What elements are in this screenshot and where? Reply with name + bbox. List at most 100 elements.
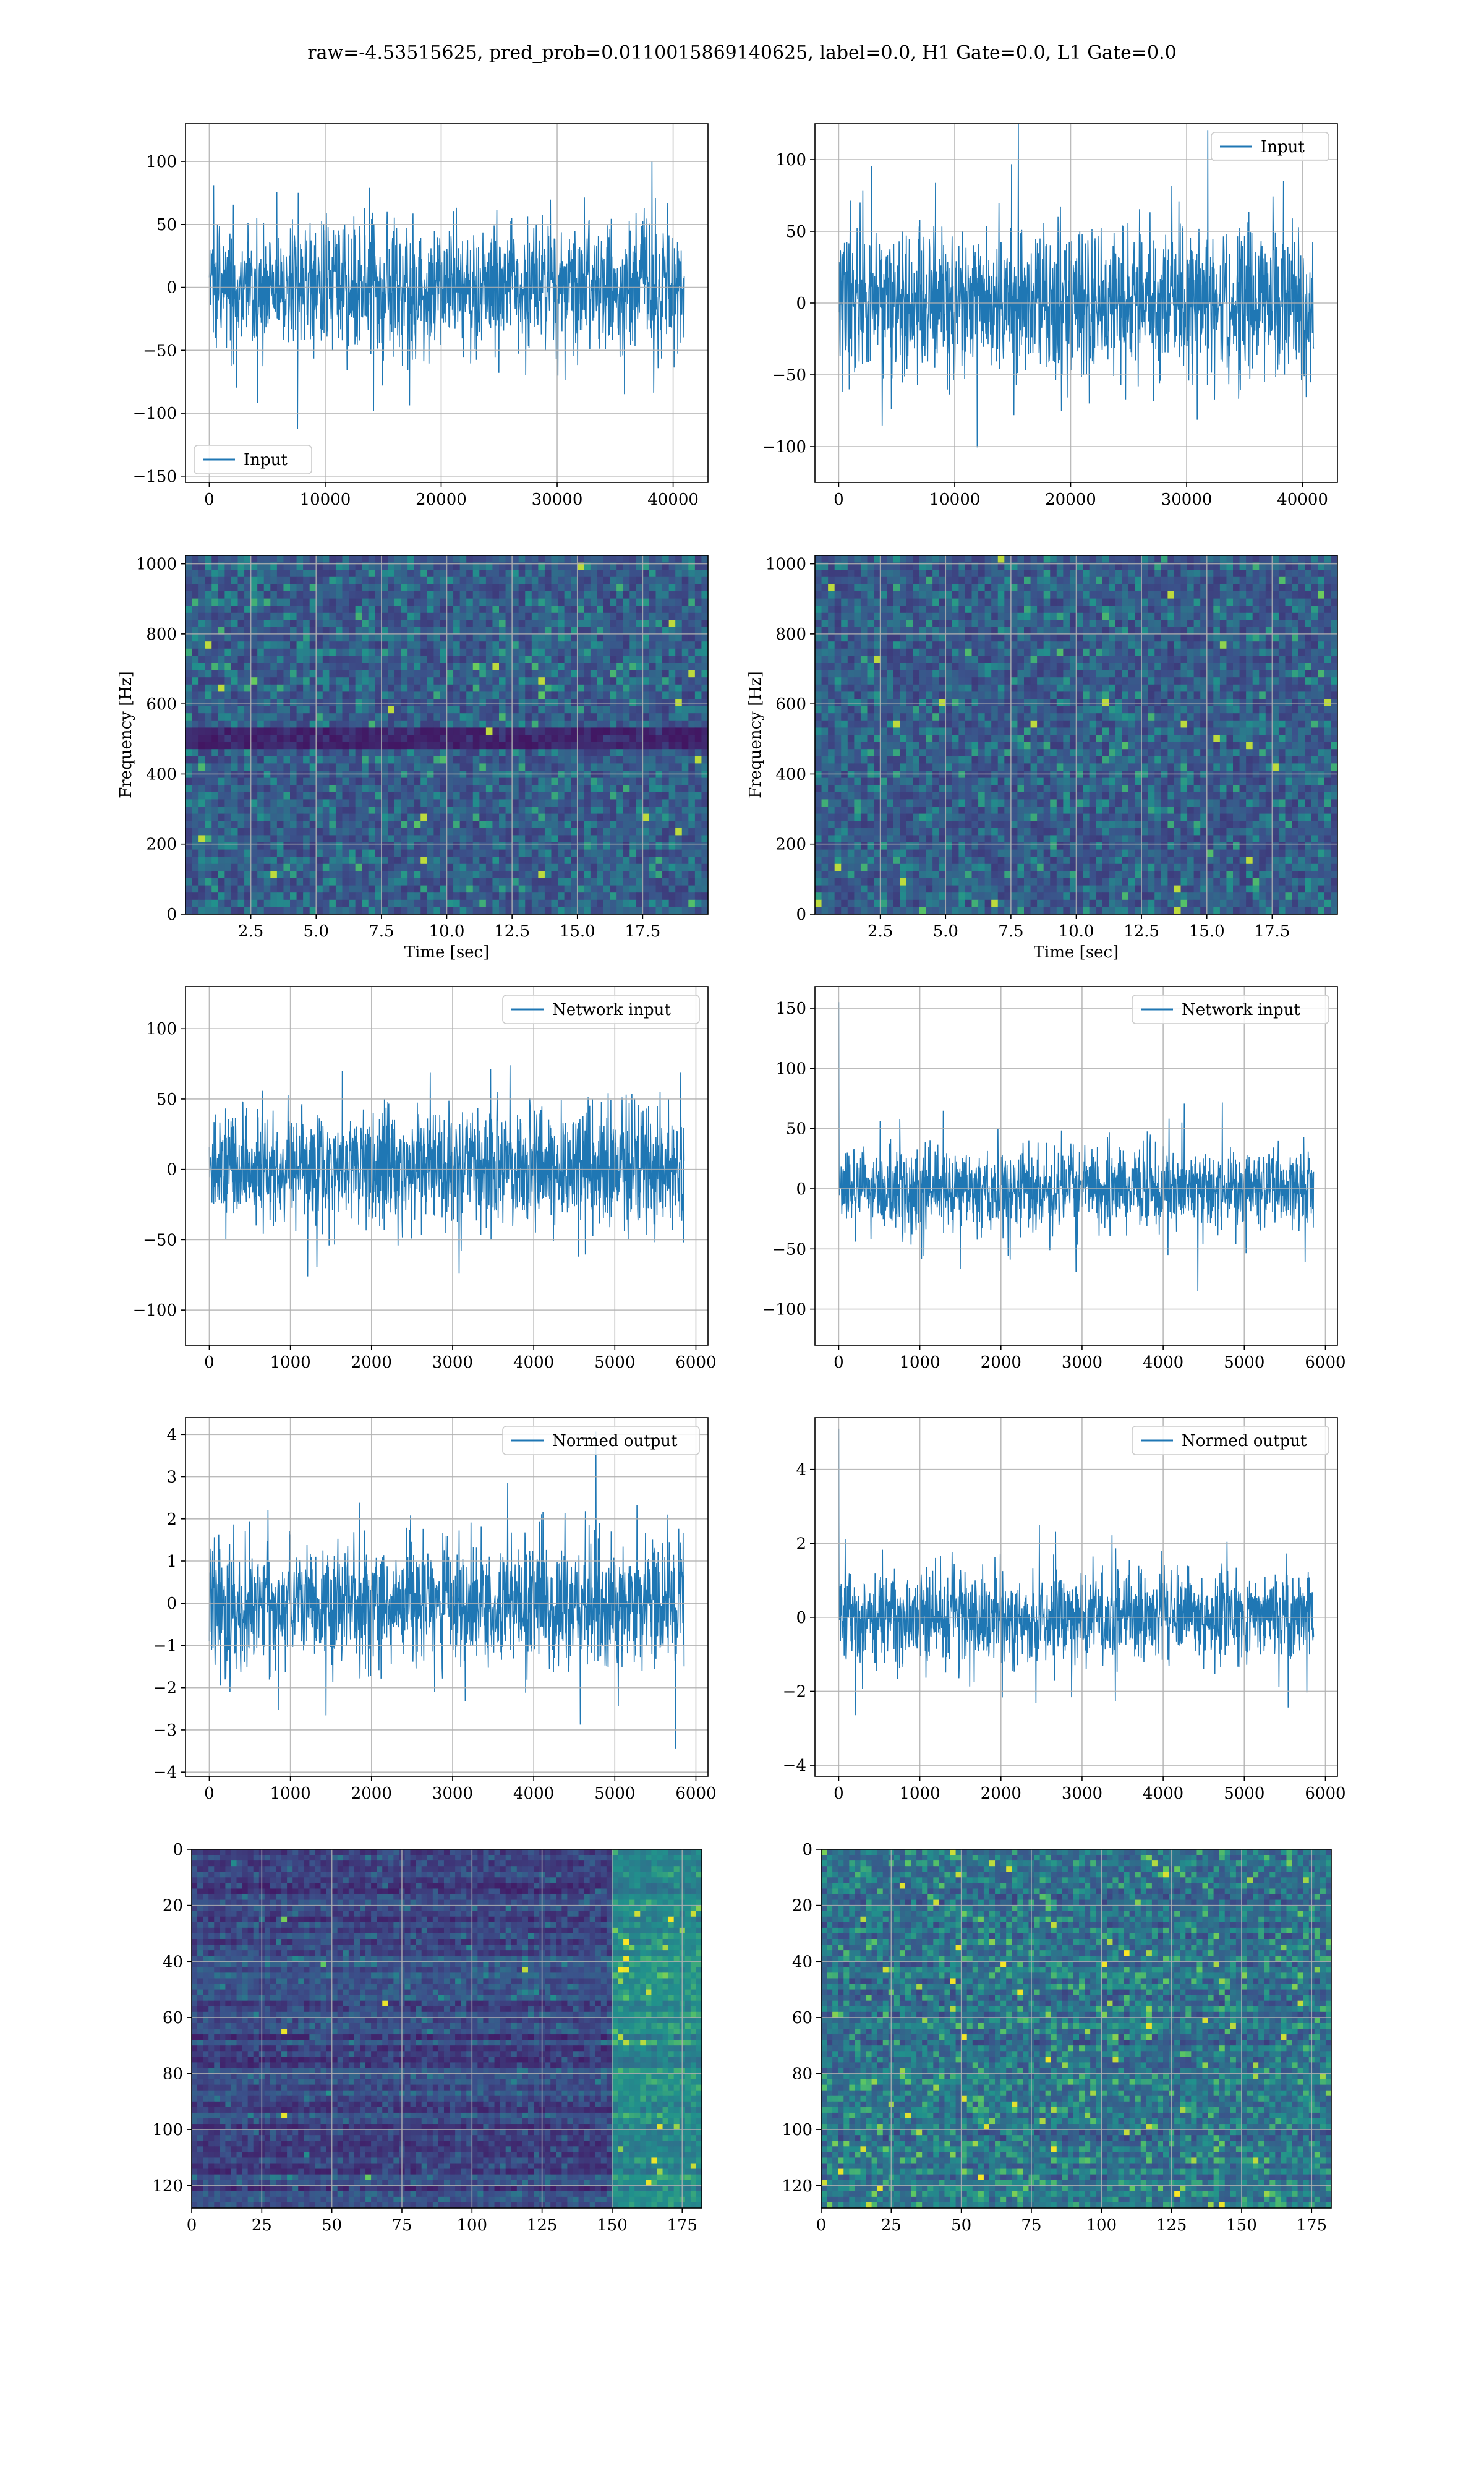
plot-area (838, 124, 1315, 448)
legend: Network input (1132, 995, 1329, 1024)
x-tick-label: 12.5 (494, 922, 530, 941)
y-tick-label: 100 (146, 1020, 177, 1038)
x-tick-label: 5000 (1224, 1353, 1264, 1372)
y-tick-label: −2 (783, 1682, 806, 1701)
x-tick-label: 1000 (270, 1784, 311, 1803)
x-tick-label: 20000 (416, 490, 467, 509)
legend-label: Network input (552, 1001, 671, 1019)
x-tick-label: 175 (667, 2216, 697, 2235)
legend-label: Input (1261, 138, 1305, 156)
plot-area (815, 555, 1337, 914)
y-tick-label: 80 (792, 2065, 812, 2084)
x-tick-label: 7.5 (369, 922, 394, 941)
x-tick-label: 100 (1086, 2216, 1117, 2235)
y-tick-label: 40 (792, 1953, 812, 1971)
x-tick-label: 6000 (1305, 1784, 1345, 1803)
panel-row1-right: 0 10000 20000 30000 40000 −100 −50 0 50 100 Input (762, 123, 1338, 509)
x-tick-label: 75 (391, 2216, 412, 2235)
y-tick-label: 1 (166, 1552, 177, 1571)
x-tick-label: 30000 (532, 490, 583, 509)
x-tick-label: 10000 (929, 490, 981, 509)
x-tick-label: 25 (252, 2216, 272, 2235)
y-axis-label: Frequency [Hz] (117, 671, 135, 798)
x-tick-label: 2000 (351, 1784, 392, 1803)
panel-row4-right: 0 1000 2000 3000 4000 5000 6000 −4 −2 0 2 4 Normed o… (783, 1417, 1346, 1803)
x-tick-label: 4000 (513, 1784, 554, 1803)
y-tick-label: 600 (146, 695, 177, 714)
y-tick-label: 4 (796, 1461, 806, 1479)
x-tick-label: 20000 (1045, 490, 1096, 509)
y-tick-label: 1000 (136, 555, 177, 574)
x-tick-label: 150 (597, 2216, 628, 2235)
y-tick-label: −100 (133, 1301, 177, 1320)
x-tick-label: 5000 (594, 1353, 635, 1372)
y-tick-label: −1 (153, 1637, 177, 1655)
panel-row3-right: 0 1000 2000 3000 4000 5000 6000 −100 −50 0 50 100 15… (762, 986, 1346, 1372)
y-tick-label: 400 (775, 765, 806, 784)
x-tick-label: 40000 (1277, 490, 1328, 509)
y-tick-label: −100 (133, 404, 177, 423)
y-tick-label: 3 (166, 1468, 177, 1487)
grid-lines (815, 1418, 1337, 1776)
y-tick-label: −4 (783, 1757, 806, 1775)
panel-row5-left: 0 25 50 75 100 125 150 175 0 20 40 60 80 100 120 (152, 1841, 702, 2235)
legend: Normed output (502, 1426, 700, 1455)
legend-label: Normed output (1182, 1432, 1307, 1450)
series-line (208, 161, 685, 429)
heatmap-image (186, 555, 708, 914)
figure-suptitle: raw=-4.53515625, pred_prob=0.01100158691… (0, 42, 1484, 64)
x-tick-label: 50 (951, 2216, 971, 2235)
axes-frame (185, 123, 709, 483)
y-tick-label: 100 (775, 151, 806, 169)
heatmap-image (192, 1849, 702, 2208)
y-tick-label: 0 (166, 279, 177, 297)
x-tick-label: 125 (527, 2216, 558, 2235)
x-tick-label: 1000 (270, 1353, 311, 1372)
y-tick-label: 100 (782, 2121, 812, 2139)
y-tick-label: 0 (796, 1180, 806, 1199)
y-tick-label: 150 (775, 999, 806, 1018)
heatmap-image (821, 1849, 1331, 2208)
x-tick-label: 3000 (432, 1353, 473, 1372)
y-tick-label: 40 (163, 1953, 183, 1971)
y-tick-label: −50 (772, 1240, 806, 1259)
panel-row5-right: 0 25 50 75 100 125 150 175 0 20 40 60 80 100 120 (782, 1841, 1332, 2235)
panel-row2-right: 2.5 5.0 7.5 10.0 12.5 15.0 17.5 0 200 400 600 800 10… (746, 555, 1338, 962)
x-tick-label: 100 (456, 2216, 487, 2235)
x-tick-label: 0 (834, 1353, 844, 1372)
series-line (208, 1065, 685, 1277)
grid-lines (186, 987, 708, 1345)
y-tick-label: −50 (143, 1231, 177, 1249)
x-tick-label: 3000 (432, 1784, 473, 1803)
legend-label: Normed output (552, 1432, 678, 1450)
x-tick-label: 3000 (1062, 1784, 1102, 1803)
x-tick-label: 0 (204, 1784, 215, 1803)
x-tick-label: 5000 (1224, 1784, 1264, 1803)
y-tick-label: −100 (762, 1301, 806, 1319)
x-tick-label: 6000 (1305, 1353, 1345, 1372)
series-line (208, 1431, 685, 1749)
plot-area (208, 1431, 685, 1749)
legend-box (1211, 132, 1329, 161)
x-tick-label: 17.5 (1254, 922, 1290, 941)
panel-row2-left: 2.5 5.0 7.5 10.0 12.5 15.0 17.5 0 200 400 600 800 10… (117, 555, 709, 962)
y-tick-label: −100 (762, 438, 806, 456)
axes-frame (191, 1849, 702, 2209)
y-tick-label: 600 (775, 695, 806, 714)
y-tick-label: 100 (146, 153, 177, 171)
axes-frame (185, 986, 709, 1346)
y-tick-label: 100 (152, 2121, 183, 2139)
x-tick-label: 4000 (513, 1353, 554, 1372)
y-tick-label: −150 (133, 468, 177, 486)
y-tick-label: 120 (782, 2177, 812, 2196)
y-tick-label: 50 (786, 223, 806, 241)
legend-box (1132, 1426, 1329, 1455)
x-tick-label: 10000 (300, 490, 351, 509)
x-tick-label: 50 (322, 2216, 342, 2235)
x-tick-label: 2000 (351, 1353, 392, 1372)
x-tick-label: 30000 (1161, 490, 1213, 509)
x-tick-label: 15.0 (560, 922, 595, 941)
panel-row3-left: 0 1000 2000 3000 4000 5000 6000 −100 −50 0 50 100 Ne… (133, 986, 717, 1372)
axes-frame (814, 986, 1338, 1346)
